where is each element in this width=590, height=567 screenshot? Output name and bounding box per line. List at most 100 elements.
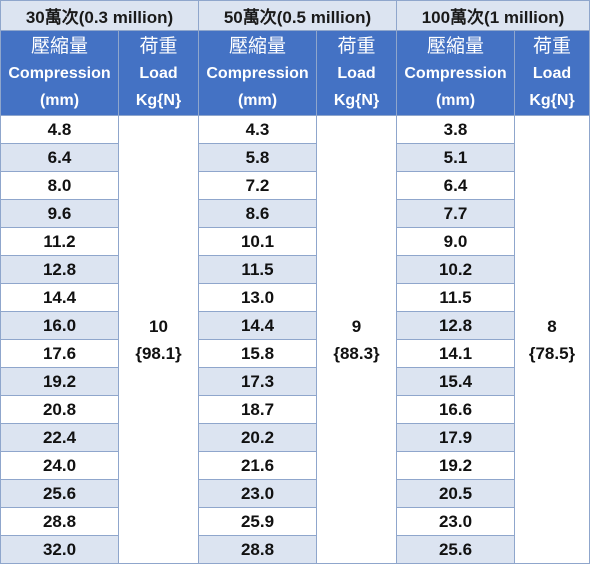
compression-cell: 14.4 bbox=[0, 283, 119, 312]
compression-cell: 23.0 bbox=[396, 507, 515, 536]
compression-cell: 4.8 bbox=[0, 115, 119, 144]
compression-cell: 18.7 bbox=[198, 395, 317, 424]
load-value: 9 bbox=[351, 316, 362, 336]
table-row: 28.8 25.9 23.0 bbox=[0, 507, 590, 536]
compression-cell: 28.8 bbox=[0, 507, 119, 536]
compression-cell: 17.9 bbox=[396, 423, 515, 452]
compression-cell: 17.3 bbox=[198, 367, 317, 396]
group-header-row: 30萬次(0.3 million) 50萬次(0.5 million) 100萬… bbox=[0, 0, 590, 31]
compression-cell: 20.5 bbox=[396, 479, 515, 508]
compression-cell: 11.5 bbox=[396, 283, 515, 312]
load-value: {88.3} bbox=[333, 343, 380, 363]
load-header-line: Load bbox=[532, 64, 572, 82]
table-row: 8.0 7.2 6.4 bbox=[0, 171, 590, 200]
compression-cell: 25.9 bbox=[198, 507, 317, 536]
load-cell-3: 8 {78.5} bbox=[513, 115, 590, 564]
compression-cell: 15.4 bbox=[396, 367, 515, 396]
compression-cell: 5.1 bbox=[396, 143, 515, 172]
compression-cell: 7.2 bbox=[198, 171, 317, 200]
compression-cell: 4.3 bbox=[198, 115, 317, 144]
table-row: 32.0 28.8 25.6 bbox=[0, 535, 590, 564]
compression-cell: 16.0 bbox=[0, 311, 119, 340]
load-value: {98.1} bbox=[135, 343, 182, 363]
table-row: 16.0 14.4 12.8 bbox=[0, 311, 590, 340]
compression-cell: 20.2 bbox=[198, 423, 317, 452]
compression-header-2: 壓縮量 Compression (mm) bbox=[198, 30, 317, 116]
table-row: 22.4 20.2 17.9 bbox=[0, 423, 590, 452]
load-header-line: Load bbox=[139, 64, 178, 82]
table-row: 11.2 10.1 9.0 bbox=[0, 227, 590, 256]
table-row: 24.0 21.6 19.2 bbox=[0, 451, 590, 480]
group-title-3: 100萬次(1 million) bbox=[395, 0, 590, 31]
compression-header-line: Compression bbox=[206, 64, 309, 82]
compression-cell: 9.6 bbox=[0, 199, 119, 228]
compression-cell: 14.4 bbox=[198, 311, 317, 340]
load-header-line: 荷重 bbox=[337, 34, 376, 57]
compression-cell: 12.8 bbox=[0, 255, 119, 284]
compression-cell: 17.6 bbox=[0, 339, 119, 368]
compression-cell: 14.1 bbox=[396, 339, 515, 368]
table-row: 14.4 13.0 11.5 bbox=[0, 283, 590, 312]
compression-header-1: 壓縮量 Compression (mm) bbox=[0, 30, 119, 116]
compression-cell: 8.6 bbox=[198, 199, 317, 228]
compression-header-line: 壓縮量 bbox=[228, 34, 286, 57]
table-row: 17.6 15.8 14.1 bbox=[0, 339, 590, 368]
compression-cell: 10.2 bbox=[396, 255, 515, 284]
table-row: 19.2 17.3 15.4 bbox=[0, 367, 590, 396]
compression-cell: 19.2 bbox=[396, 451, 515, 480]
group-title-2: 50萬次(0.5 million) bbox=[198, 0, 397, 31]
table-body: 4.8 10 {98.1} 4.3 9 {88.3} 3.8 8 {78.5} 6.4 5.8 5.1… bbox=[0, 115, 590, 564]
compression-header-line: Compression bbox=[404, 64, 507, 82]
compression-header-line: (mm) bbox=[237, 91, 278, 109]
table-row: 9.6 8.6 7.7 bbox=[0, 199, 590, 228]
compression-cell: 22.4 bbox=[0, 423, 119, 452]
compression-cell: 7.7 bbox=[396, 199, 515, 228]
load-value: 8 bbox=[547, 316, 557, 336]
load-value: 10 bbox=[149, 316, 168, 336]
compression-cell: 24.0 bbox=[0, 451, 119, 480]
table-row: 25.6 23.0 20.5 bbox=[0, 479, 590, 508]
compression-cell: 6.4 bbox=[0, 143, 119, 172]
load-header-2: 荷重 Load Kg{N} bbox=[316, 30, 397, 116]
compression-cell: 9.0 bbox=[396, 227, 515, 256]
load-value: {78.5} bbox=[528, 343, 576, 363]
compression-cell: 6.4 bbox=[396, 171, 515, 200]
compression-header-line: 壓縮量 bbox=[30, 34, 88, 57]
compression-cell: 13.0 bbox=[198, 283, 317, 312]
compression-cell: 25.6 bbox=[396, 535, 515, 564]
compression-cell: 20.8 bbox=[0, 395, 119, 424]
load-header-line: Kg{N} bbox=[529, 91, 575, 109]
compression-header-line: Compression bbox=[8, 64, 111, 82]
load-header-3: 荷重 Load Kg{N} bbox=[513, 30, 590, 116]
compression-header-line: (mm) bbox=[435, 91, 476, 109]
table-row: 20.8 18.7 16.6 bbox=[0, 395, 590, 424]
load-header-line: 荷重 bbox=[139, 34, 178, 57]
load-cell-1: 10 {98.1} bbox=[118, 115, 199, 564]
compression-cell: 5.8 bbox=[198, 143, 317, 172]
compression-cell: 19.2 bbox=[0, 367, 119, 396]
compression-cell: 32.0 bbox=[0, 535, 119, 564]
compression-cell: 10.1 bbox=[198, 227, 317, 256]
compression-header-3: 壓縮量 Compression (mm) bbox=[396, 30, 515, 116]
load-header-line: Kg{N} bbox=[135, 91, 182, 109]
compression-cell: 11.5 bbox=[198, 255, 317, 284]
compression-cell: 16.6 bbox=[396, 395, 515, 424]
load-header-line: Kg{N} bbox=[333, 91, 380, 109]
table-row: 6.4 5.8 5.1 bbox=[0, 143, 590, 172]
compression-cell: 15.8 bbox=[198, 339, 317, 368]
load-header-line: Load bbox=[337, 64, 376, 82]
compression-cell: 12.8 bbox=[396, 311, 515, 340]
table-row: 12.8 11.5 10.2 bbox=[0, 255, 590, 284]
compression-cell: 3.8 bbox=[396, 115, 515, 144]
column-header-row: 壓縮量 Compression (mm) 荷重 Load Kg{N} 壓縮量 Compress… bbox=[0, 30, 590, 116]
load-header-1: 荷重 Load Kg{N} bbox=[118, 30, 199, 116]
compression-cell: 21.6 bbox=[198, 451, 317, 480]
compression-cell: 25.6 bbox=[0, 479, 119, 508]
group-title-1: 30萬次(0.3 million) bbox=[0, 0, 199, 31]
compression-header-line: (mm) bbox=[39, 91, 80, 109]
compression-cell: 8.0 bbox=[0, 171, 119, 200]
table-row: 4.8 10 {98.1} 4.3 9 {88.3} 3.8 8 {78.5} bbox=[0, 115, 590, 564]
compression-cell: 28.8 bbox=[198, 535, 317, 564]
compression-header-line: 壓縮量 bbox=[426, 34, 484, 57]
